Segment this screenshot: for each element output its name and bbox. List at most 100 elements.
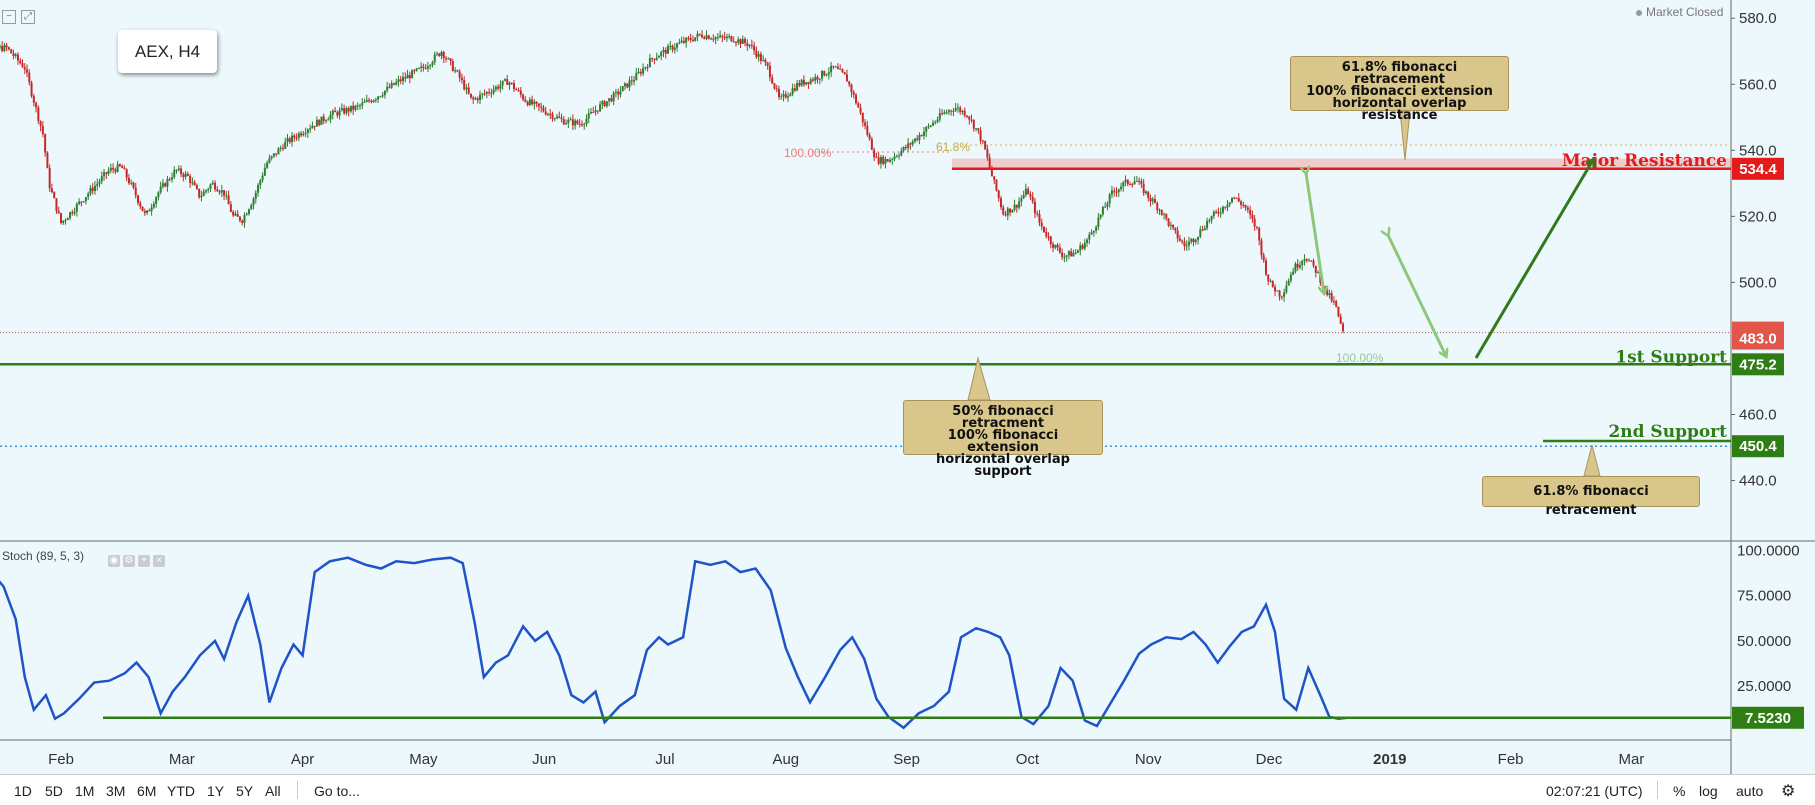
gear-icon[interactable]: ⚙ <box>1781 783 1796 800</box>
candle-body <box>959 107 962 112</box>
log-toggle[interactable]: log <box>1699 783 1718 799</box>
timeframe-3m[interactable]: 3M <box>106 783 126 799</box>
candle-body <box>218 191 221 193</box>
add-icon[interactable]: + <box>138 555 150 567</box>
price-tag-resistance-bg <box>1732 157 1784 180</box>
candle-body <box>850 84 853 93</box>
symbol-label[interactable]: AEX, H4 <box>118 30 217 73</box>
candle-body <box>662 49 665 52</box>
timeframe-1d[interactable]: 1D <box>14 783 32 799</box>
candle-body <box>392 83 395 85</box>
candle-body <box>800 79 803 86</box>
candle-body <box>490 92 493 94</box>
candle-body <box>1110 190 1113 195</box>
candle-body <box>596 110 599 112</box>
candle-body <box>1292 271 1295 275</box>
candle-body <box>143 210 146 213</box>
timeframe-1m[interactable]: 1M <box>75 783 95 799</box>
candle-body <box>567 119 570 124</box>
candle-body <box>506 79 509 85</box>
candle-body <box>601 101 604 105</box>
candle-body <box>37 107 40 121</box>
stoch-label[interactable]: Stoch (89, 5, 3) <box>2 549 85 563</box>
candle-body <box>340 108 343 111</box>
candle-body <box>859 107 862 113</box>
expand-icon[interactable]: ⤢ <box>21 10 35 24</box>
candle-body <box>64 219 67 221</box>
candle-body <box>626 83 629 88</box>
chart-canvas[interactable]: Major Resistance 1st Support 2nd Support 10… <box>0 0 1815 774</box>
settings-icon[interactable]: ⚙ <box>123 555 135 567</box>
candle-body <box>200 196 203 198</box>
market-status: Market Closed <box>1636 5 1723 19</box>
timeframe-ytd[interactable]: YTD <box>167 783 195 799</box>
candle-body <box>327 119 330 121</box>
candle-body <box>1183 241 1186 247</box>
candle-body <box>1253 218 1256 227</box>
goto-button[interactable]: Go to... <box>314 783 360 799</box>
candle-body <box>195 185 198 189</box>
timeframe-1y[interactable]: 1Y <box>207 783 225 799</box>
candle-body <box>41 125 44 135</box>
fib-label: 100.00% <box>1336 351 1384 365</box>
close-icon[interactable]: × <box>153 555 165 567</box>
candle-body <box>1153 199 1156 204</box>
candle-body <box>956 107 959 109</box>
candle-body <box>1129 184 1132 186</box>
candle-body <box>612 92 615 102</box>
candle-body <box>918 135 921 140</box>
candle-body <box>1070 251 1073 257</box>
fib-label: 100.00% <box>784 146 832 160</box>
candle-body <box>247 209 250 214</box>
candle-body <box>281 147 284 149</box>
candle-body <box>320 116 323 125</box>
corner-icons: − ⤢ <box>2 6 40 24</box>
price-tick-label: 540.0 <box>1739 142 1777 159</box>
candle-body <box>732 41 735 43</box>
candle-body <box>1192 239 1195 242</box>
candle-body <box>705 35 708 39</box>
collapse-icon[interactable]: − <box>2 10 16 24</box>
candle-body <box>814 76 817 81</box>
candle-body <box>1156 203 1159 211</box>
candle-body <box>900 150 903 156</box>
candle-body <box>845 74 848 82</box>
auto-toggle[interactable]: auto <box>1736 783 1764 799</box>
timeframe-5y[interactable]: 5Y <box>236 783 254 799</box>
percent-toggle[interactable]: % <box>1673 783 1686 799</box>
market-status-text: Market Closed <box>1646 5 1724 19</box>
resistance-callout: 61.8% fibonacci retracement 100% fibonac… <box>1290 56 1509 122</box>
stoch-tick-label: 25.0000 <box>1737 678 1791 695</box>
candle-body <box>841 69 844 73</box>
candle-body <box>397 79 400 83</box>
candle-body <box>1276 290 1279 292</box>
candle-body <box>725 36 728 39</box>
candle-body <box>476 98 479 101</box>
candle-body <box>1330 293 1333 302</box>
candle-body <box>275 153 278 155</box>
candle-body <box>517 90 520 92</box>
candle-body <box>39 120 42 126</box>
candle-body <box>1144 191 1147 194</box>
candle-body <box>411 70 414 79</box>
candle-body <box>637 71 640 73</box>
timeframe-all[interactable]: All <box>265 783 281 799</box>
candle-body <box>1312 260 1315 266</box>
candle-body <box>1185 245 1188 247</box>
candle-body <box>386 86 389 91</box>
candle-body <box>515 89 518 91</box>
candle-body <box>533 101 536 105</box>
candle-body <box>442 51 445 59</box>
candle-body <box>1224 206 1227 208</box>
candle-body <box>481 93 484 95</box>
candle-body <box>91 187 94 192</box>
candle-body <box>660 51 663 57</box>
timeframe-6m[interactable]: 6M <box>137 783 157 799</box>
candle-body <box>1197 236 1200 241</box>
candle-body <box>827 72 830 75</box>
candle-body <box>805 82 808 85</box>
eye-icon[interactable]: ◉ <box>108 555 120 567</box>
time-label: Sep <box>893 751 920 768</box>
timeframe-5d[interactable]: 5D <box>45 783 63 799</box>
price-tick-label: 460.0 <box>1739 407 1777 424</box>
